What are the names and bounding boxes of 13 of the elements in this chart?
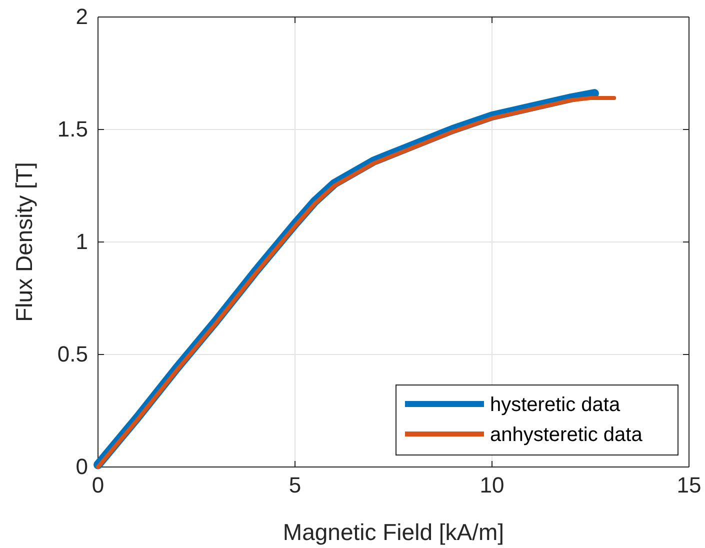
x-tick-label: 5 xyxy=(288,472,302,498)
legend-label: anhysteretic data xyxy=(490,424,644,446)
y-tick-label: 2 xyxy=(76,4,88,30)
legend-label: hysteretic data xyxy=(490,394,621,416)
y-tick-label: 1.5 xyxy=(57,116,88,142)
x-tick-label: 15 xyxy=(676,472,702,498)
y-axis-title: Flux Density [T] xyxy=(11,162,37,322)
x-axis-title: Magnetic Field [kA/m] xyxy=(282,519,504,545)
y-tick-label: 0.5 xyxy=(57,342,88,367)
y-tick-label: 0 xyxy=(76,454,88,480)
x-tick-label: 10 xyxy=(480,472,504,498)
x-tick-label: 0 xyxy=(92,472,104,498)
y-tick-label: 1 xyxy=(76,229,88,254)
